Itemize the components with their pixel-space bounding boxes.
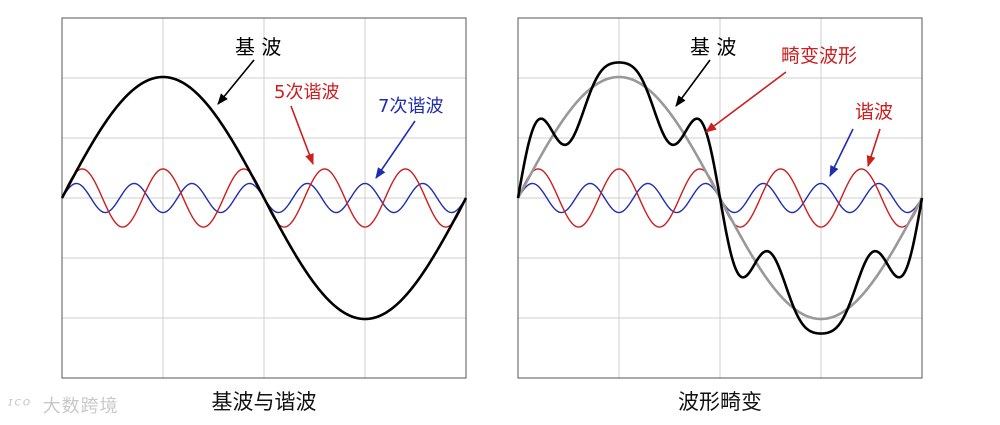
left-arrow-harmonic5	[290, 105, 314, 166]
left-label-harmonic7: 7次谐波	[378, 96, 443, 117]
left-arrow-fundamental	[217, 59, 255, 105]
watermark-logo: ᶦᶜᵒ	[8, 393, 32, 417]
right-panel: 基 波 畸变波形 谐波	[516, 17, 924, 379]
watermark: ᶦᶜᵒ 大数跨境	[8, 392, 119, 418]
right-label-distorted: 畸变波形	[781, 45, 857, 67]
left-fundamental-curve	[60, 75, 468, 321]
right-arrow-harmonic5	[866, 128, 881, 168]
left-panel: 基 波 5次谐波 7次谐波	[60, 17, 468, 379]
left-label-fundamental: 基 波	[235, 35, 281, 59]
right-label-fundamental: 基 波	[690, 35, 736, 59]
left-panel-caption: 基波与谐波	[211, 390, 317, 414]
right-panel-caption: 波形畸变	[678, 390, 762, 414]
left-label-harmonic5: 5次谐波	[274, 82, 339, 103]
right-arrow-distorted	[705, 71, 787, 133]
watermark-text: 大数跨境	[42, 396, 119, 417]
right-arrow-harmonic7	[829, 128, 854, 178]
right-label-harmonic: 谐波	[855, 101, 893, 123]
left-arrow-harmonic7	[375, 120, 416, 179]
right-arrow-fundamental	[675, 59, 711, 107]
right-distorted-curve	[516, 61, 924, 335]
